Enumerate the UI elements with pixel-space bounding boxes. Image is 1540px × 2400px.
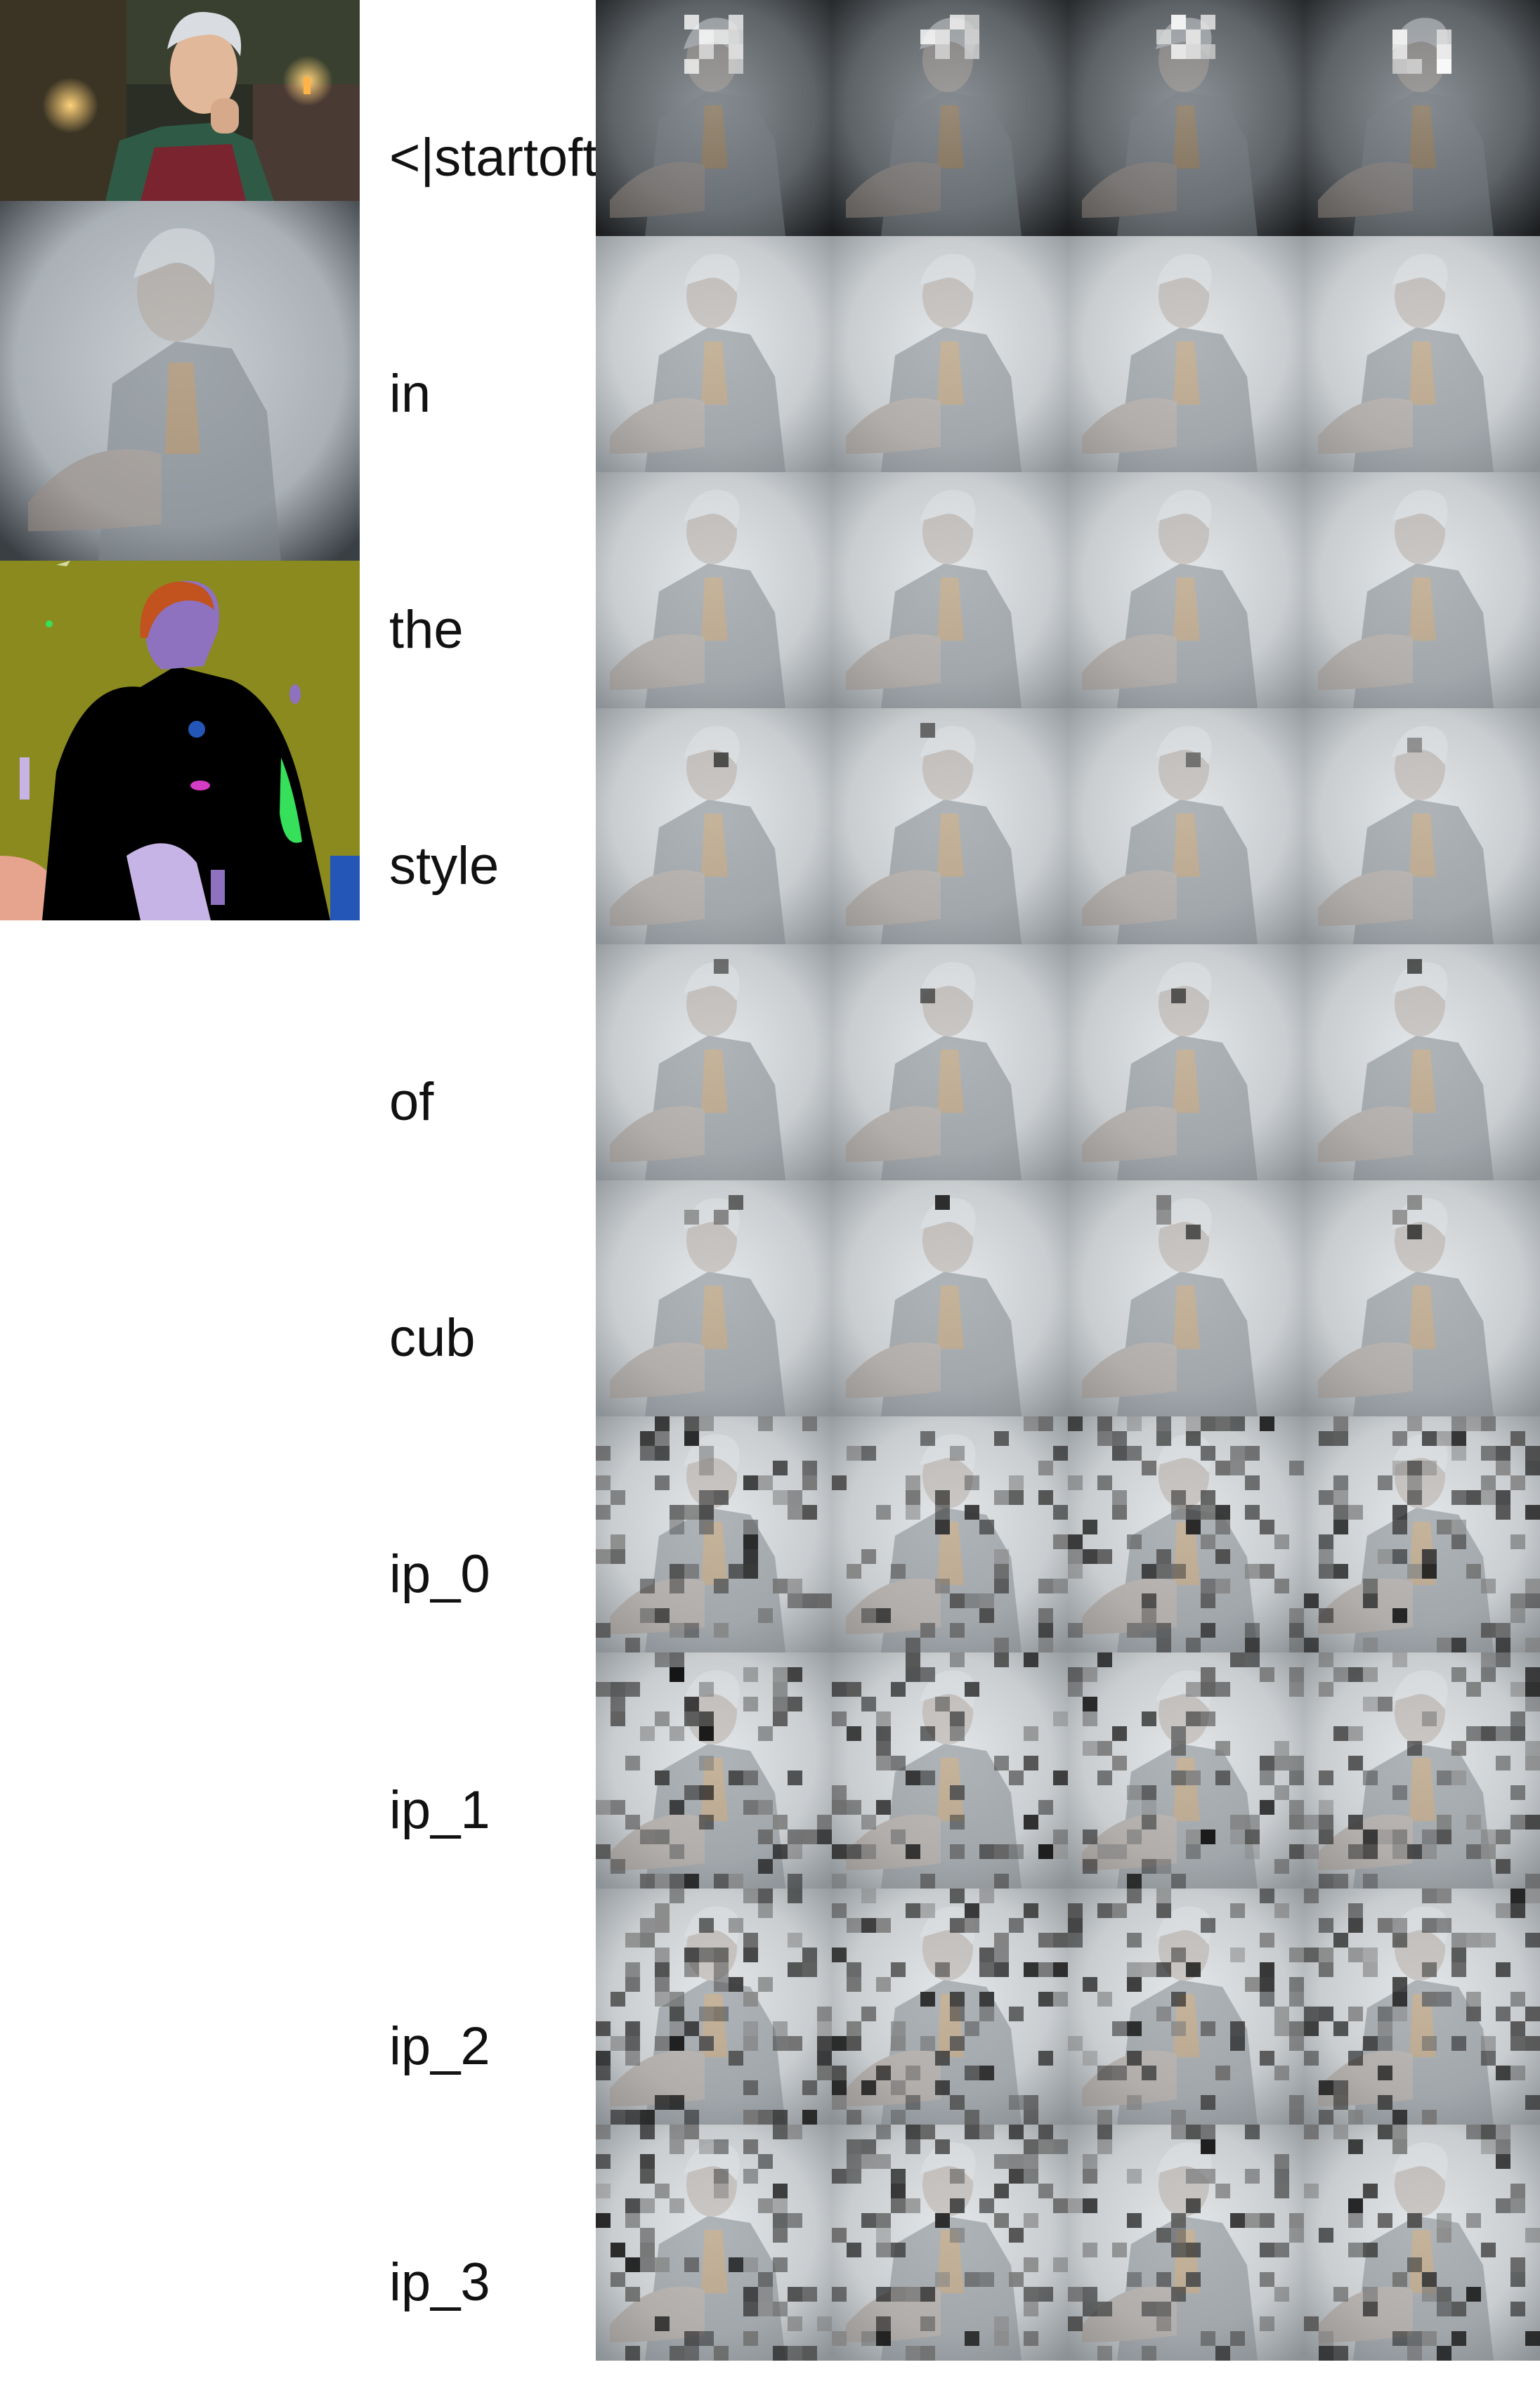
blurred-generation [0,201,360,561]
attention-map-cell [1304,0,1540,236]
attention-map-cell [596,472,832,708]
attention-map-cell [596,1889,832,2125]
attention-map-cell [1068,944,1304,1180]
attention-map-cell [1304,944,1540,1180]
attention-map-cell [1068,708,1304,944]
attention-map-cell [596,1416,832,1652]
token-label: ip_2 [389,2016,490,2076]
attention-map-cell [1068,236,1304,472]
segmentation-map [0,561,360,920]
attention-map-cell [1068,1889,1304,2125]
attention-map-cell [832,1652,1068,1889]
attention-map-cell [596,944,832,1180]
attention-map-cell [832,2125,1068,2361]
attention-map-cell [832,0,1068,236]
attention-map-cell [1068,0,1304,236]
token-label: the [389,599,464,660]
attention-map-cell [1068,2125,1304,2361]
attention-map-cell [832,1180,1068,1416]
token-label: cub [389,1307,476,1368]
token-label: in [389,363,431,424]
attention-map-cell [832,236,1068,472]
attention-map-cell [1068,1416,1304,1652]
attention-map-cell [1304,2125,1540,2361]
attention-map-cell [832,1889,1068,2125]
attention-map-cell [1304,1180,1540,1416]
token-label: ip_0 [389,1544,490,1604]
attention-map-cell [832,472,1068,708]
attention-map-cell [1304,236,1540,472]
attention-map-cell [596,2125,832,2361]
attention-map-cell [832,944,1068,1180]
attention-map-cell [596,1180,832,1416]
source-photo [0,0,360,201]
attention-map-cell [832,1416,1068,1652]
attention-map-cell [1304,708,1540,944]
token-labels: <|startoftext|> in the style of cub ip_0… [389,0,714,2361]
attention-map-cell [1304,1889,1540,2125]
attention-map-grid [596,0,1540,2361]
token-label: ip_1 [389,1780,490,1840]
attention-map-cell [1068,1652,1304,1889]
attention-map-cell [1068,472,1304,708]
attention-map-cell [1304,472,1540,708]
token-label: of [389,1071,434,1132]
attention-map-cell [596,0,832,236]
attention-map-cell [596,1652,832,1889]
attention-map-cell [596,236,832,472]
attention-map-cell [596,708,832,944]
token-label: ip_3 [389,2252,490,2312]
attention-map-cell [1304,1416,1540,1652]
attention-map-cell [1304,1652,1540,1889]
attention-map-cell [832,708,1068,944]
token-label: style [389,835,500,896]
attention-map-cell [1068,1180,1304,1416]
